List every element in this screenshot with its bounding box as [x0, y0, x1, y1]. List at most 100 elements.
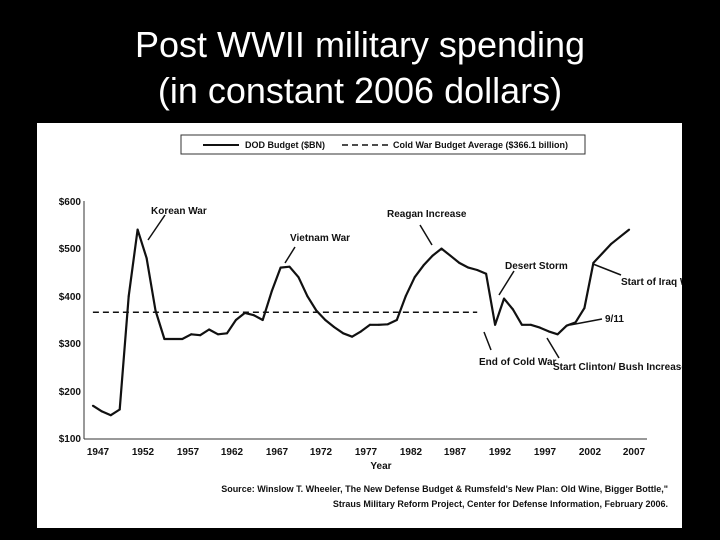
dod-budget-point: [217, 333, 219, 336]
annotation-reagan-increase: Reagan Increase: [387, 209, 467, 220]
dod-budget-point: [628, 228, 631, 231]
source-line2: Straus Military Reform Project, Center f…: [333, 499, 668, 509]
dod-budget-point: [154, 309, 157, 312]
dod-budget-point: [583, 307, 586, 310]
y-tick-labels: $100 $200 $300 $400 $500 $600: [59, 197, 82, 445]
annotations: Korean War Vietnam War Reagan Increase D…: [151, 206, 682, 373]
y-tick-label: $400: [59, 292, 82, 303]
dod-budget-point: [619, 235, 622, 238]
dod-budget-point: [395, 319, 398, 321]
dod-budget-point: [181, 338, 184, 340]
dod-budget-point: [145, 257, 148, 260]
annotation-start-of-iraq-war: Start of Iraq War: [621, 277, 682, 288]
annotation-start-clinton-bush: Start Clinton/ Bush Increase: [553, 362, 682, 373]
x-tick-label: 1977: [355, 447, 378, 458]
dod-budget-point: [449, 254, 452, 257]
x-tick-label: 1987: [444, 447, 467, 458]
x-axis-label: Year: [370, 461, 391, 472]
dod-budget-point: [279, 266, 282, 269]
dod-budget-point: [297, 276, 300, 279]
dod-budget-point: [208, 328, 211, 331]
legend-label-dod-budget: DOD Budget ($BN): [245, 140, 325, 150]
dod-budget-point: [270, 290, 273, 293]
dod-budget-point: [261, 319, 264, 321]
dod-budget-chart: DOD Budget ($BN) Cold War Budget Average…: [59, 134, 682, 509]
annotation-start-clinton-bush-text: Start Clinton/ Bush Increase: [553, 362, 682, 373]
dod-budget-point: [485, 272, 488, 275]
dod-budget-point: [243, 311, 246, 314]
dod-budget-point: [226, 332, 228, 335]
y-tick-label: $500: [59, 244, 82, 255]
dod-budget-point: [360, 330, 362, 333]
annotation-desert-storm: Desert Storm: [505, 261, 568, 272]
leader-start-of-iraq-war: [592, 263, 622, 276]
dod-budget-point: [252, 314, 255, 317]
dod-budget-point: [377, 323, 380, 326]
dod-budget-point: [413, 276, 416, 279]
dod-budget-point: [503, 297, 505, 300]
dod-budget-point: [342, 332, 345, 335]
leader-korean-war: [147, 214, 166, 241]
dod-budget-point: [610, 242, 613, 245]
dod-budget-point: [601, 252, 604, 255]
dod-budget-point: [565, 324, 568, 327]
dod-budget-point: [520, 323, 523, 326]
dod-budget-point: [324, 319, 327, 321]
dod-budget-point: [127, 295, 130, 298]
dod-budget-point: [458, 261, 461, 264]
annotation-leaders: [147, 214, 622, 359]
dod-budget-point: [512, 308, 514, 311]
dod-budget-point: [118, 408, 121, 411]
chart-panel: DOD Budget ($BN) Cold War Budget Average…: [37, 123, 682, 528]
y-tick-label: $600: [59, 197, 82, 208]
dod-budget-point: [369, 323, 371, 326]
dod-budget-point: [333, 326, 336, 329]
x-tick-label: 1982: [400, 447, 423, 458]
dod-budget-point: [306, 295, 309, 298]
annotation-start-of-iraq-war-text: Start of Iraq War: [621, 277, 682, 288]
x-tick-label: 1997: [534, 447, 557, 458]
dod-budget-point: [556, 333, 559, 336]
dod-budget-point: [538, 326, 541, 329]
leader-vietnam-war: [284, 246, 296, 264]
leader-desert-storm: [498, 270, 515, 296]
dod-budget-point: [234, 319, 237, 321]
annotation-vietnam-war: Vietnam War: [290, 233, 350, 244]
x-tick-label: 2002: [579, 447, 602, 458]
source-line1: Source: Winslow T. Wheeler, The New Defe…: [221, 484, 668, 494]
dod-budget-point: [136, 228, 139, 231]
leader-start-clinton-bush: [546, 337, 560, 359]
dod-budget-point: [467, 266, 470, 269]
y-tick-label: $100: [59, 434, 82, 445]
dod-budget-point: [163, 338, 166, 340]
dod-budget-point: [547, 330, 550, 333]
dod-budget-point: [404, 295, 407, 298]
x-tick-label: 1972: [310, 447, 333, 458]
dod-budget-point: [288, 265, 291, 268]
leader-9-11: [569, 318, 603, 326]
dod-budget-point: [494, 323, 497, 326]
dod-budget-point: [199, 334, 202, 337]
dod-budget-point: [431, 254, 434, 257]
x-tick-label: 1962: [221, 447, 244, 458]
x-tick-label: 1967: [266, 447, 289, 458]
x-tick-labels: 1947 1952 1957 1962 1967 1972 1977 1982 …: [87, 447, 646, 458]
annotation-end-of-cold-war-text: End of Cold War: [479, 357, 557, 368]
legend: DOD Budget ($BN) Cold War Budget Average…: [180, 134, 586, 155]
x-tick-label: 1952: [132, 447, 155, 458]
dod-budget-point: [91, 404, 94, 407]
x-tick-label: 2007: [623, 447, 646, 458]
dod-budget-point: [100, 410, 103, 413]
legend-label-cold-war-average: Cold War Budget Average ($366.1 billion): [393, 140, 568, 150]
dod-budget-point: [440, 247, 443, 250]
dod-budget-point: [351, 335, 354, 338]
x-tick-label: 1957: [177, 447, 200, 458]
dod-budget-point: [315, 309, 318, 312]
annotation-9-11: 9/11: [605, 314, 624, 325]
source-note: Source: Winslow T. Wheeler, The New Defe…: [221, 484, 668, 509]
dod-budget-point: [386, 323, 389, 326]
dod-budget-point: [172, 338, 175, 340]
dod-budget-point: [109, 414, 112, 417]
dod-budget-point: [574, 321, 577, 324]
dod-budget-point: [190, 333, 193, 336]
